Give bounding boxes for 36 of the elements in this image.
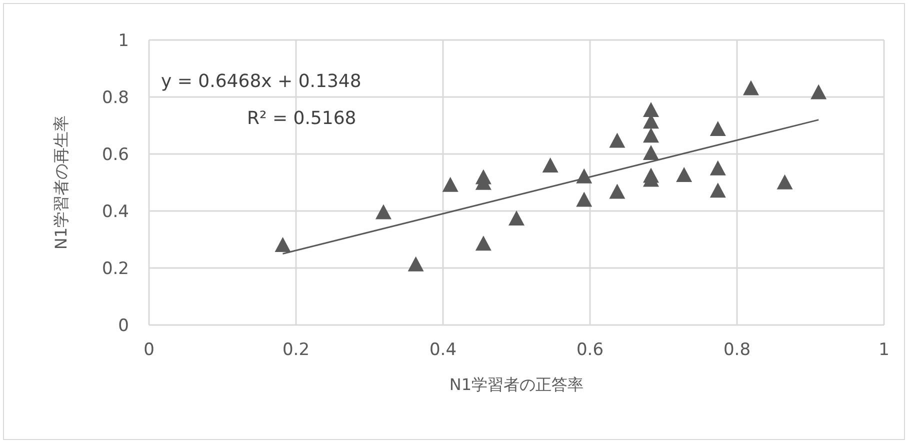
point xyxy=(742,80,759,96)
point xyxy=(710,160,726,176)
point xyxy=(442,176,458,192)
x-tick-label: 0 xyxy=(144,340,154,360)
y-tick-label: 1 xyxy=(118,31,129,52)
point xyxy=(542,158,558,173)
y-tick-label: 0.8 xyxy=(102,88,129,108)
point xyxy=(710,182,726,198)
point xyxy=(508,210,524,226)
point xyxy=(710,121,726,136)
point xyxy=(810,84,827,100)
point xyxy=(609,184,626,199)
point xyxy=(643,102,660,117)
y-tick-label: 0.6 xyxy=(102,145,129,166)
x-axis-title: N1学習者の正答率 xyxy=(449,375,584,394)
y-axis-title: N1学習者の再生率 xyxy=(52,115,71,250)
y-tick-label: 0.2 xyxy=(102,259,129,280)
point xyxy=(643,145,660,160)
point xyxy=(475,236,492,251)
point xyxy=(609,132,626,148)
x-tick-label: 0.2 xyxy=(282,340,310,360)
annotation: y = 0.6468x + 0.1348 xyxy=(161,71,362,92)
point xyxy=(408,256,424,272)
point xyxy=(375,204,392,220)
x-tick-label: 1 xyxy=(878,340,890,360)
point xyxy=(274,237,291,252)
x-tick-label: 0.4 xyxy=(429,340,457,360)
point xyxy=(576,192,592,207)
point xyxy=(643,128,660,143)
point xyxy=(776,174,793,190)
x-tick-label: 0.8 xyxy=(723,340,751,360)
annotation: R² = 0.5168 xyxy=(247,108,356,129)
point xyxy=(676,166,692,182)
y-tick-label: 0 xyxy=(118,316,129,336)
x-tick-label: 0.6 xyxy=(576,340,604,360)
y-tick-label: 0.4 xyxy=(102,202,129,222)
